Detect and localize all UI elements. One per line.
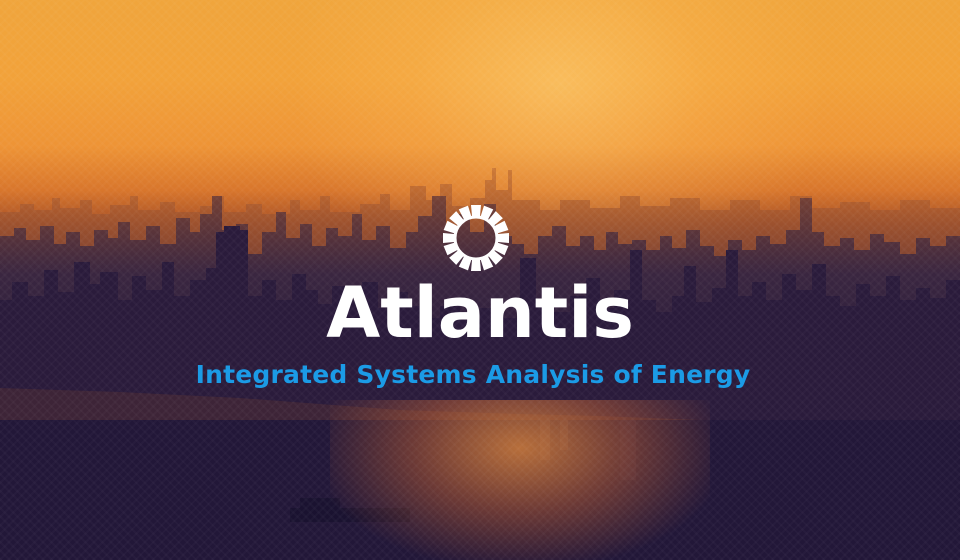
brand-tagline: Integrated Systems Analysis of Energy — [195, 360, 751, 389]
water-reflection — [330, 400, 710, 560]
brand-title: Atlantis — [326, 272, 634, 354]
sun-ring-icon — [440, 202, 512, 274]
